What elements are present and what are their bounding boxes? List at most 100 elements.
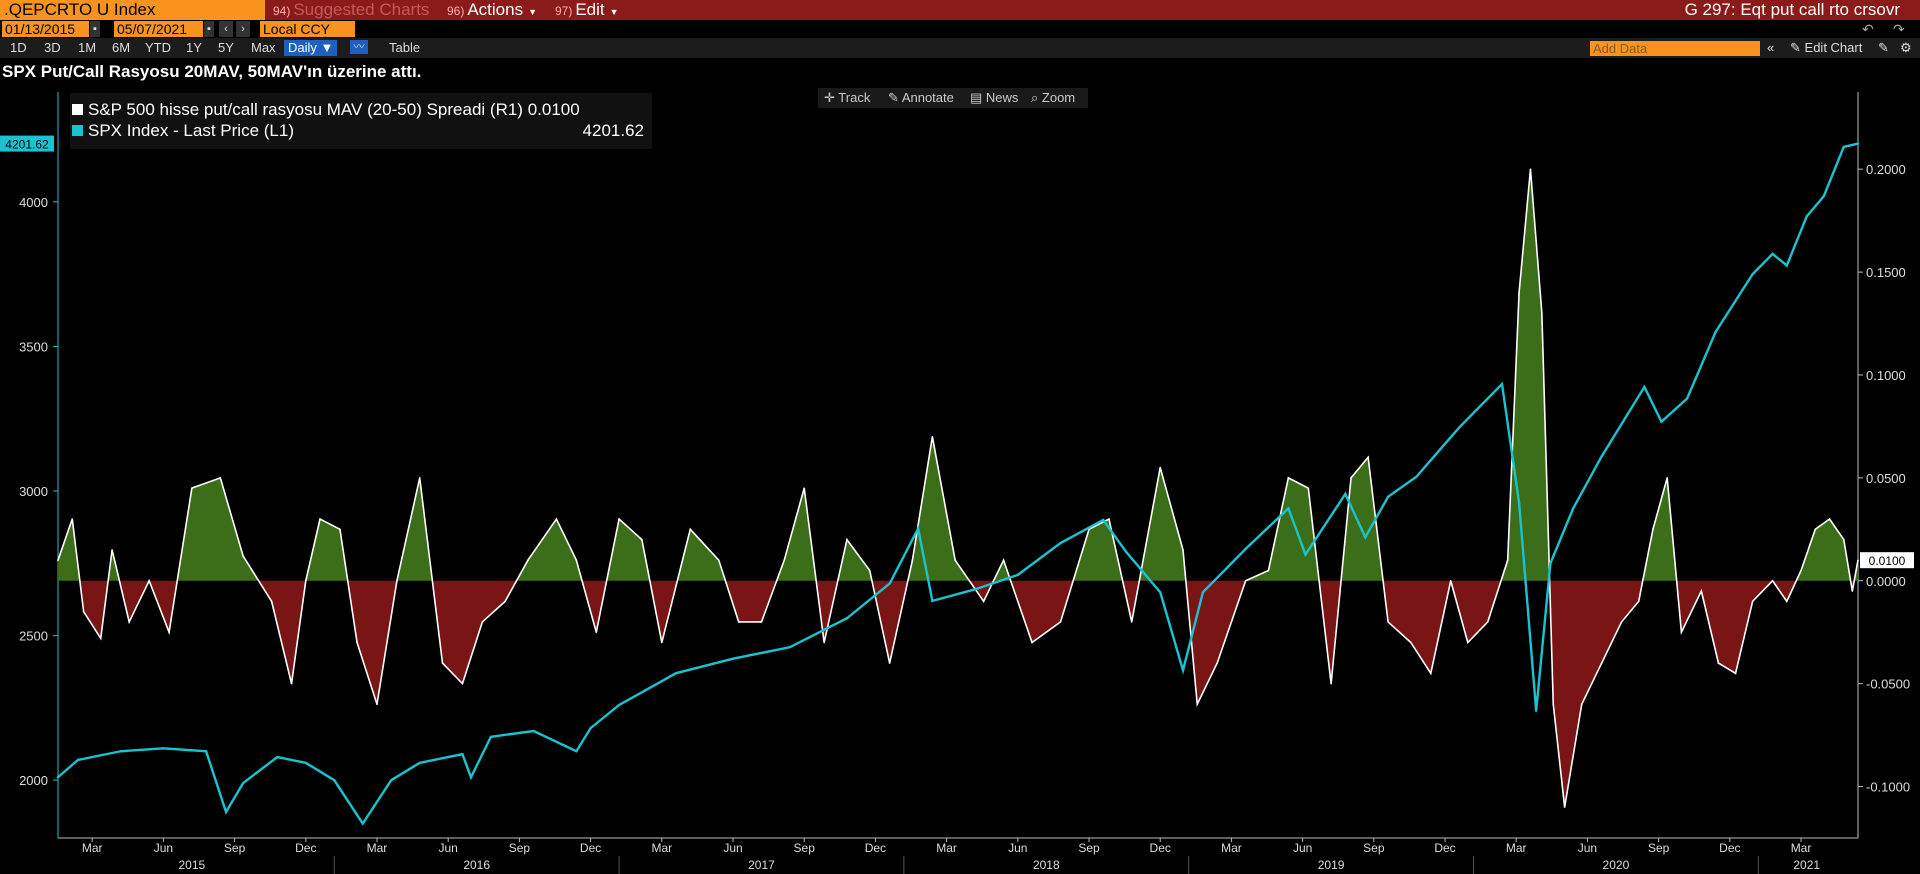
calendar-icon[interactable]: ▪ (90, 21, 100, 37)
x-month-label: Mar (651, 841, 672, 855)
spread-point (1800, 569, 1802, 572)
left-current-value: 4201.62 (5, 138, 49, 152)
start-date-field[interactable]: 01/13/2015 (2, 21, 89, 37)
range-6m-button[interactable]: 6M (112, 40, 131, 55)
spread-point (1771, 579, 1774, 582)
add-data-input[interactable]: Add Data (1590, 41, 1760, 56)
x-month-label: Mar (1221, 841, 1242, 855)
spx-point (1500, 382, 1504, 386)
right-tick-label: 0.1500 (1866, 265, 1906, 280)
left-tick-label: 3500 (19, 339, 48, 354)
chart-type-icon[interactable]: 〰 (350, 40, 368, 54)
range-5y-button[interactable]: 5Y (218, 40, 234, 55)
spread-point (660, 641, 663, 644)
left-tick-label: 4000 (19, 195, 48, 210)
spread-point (954, 559, 956, 561)
spread-point (441, 662, 444, 664)
spx-point (575, 750, 578, 753)
chevron-right-icon[interactable]: › (236, 21, 250, 37)
suggested-charts-menu[interactable]: 94) Suggested Charts (273, 0, 430, 19)
spread-point (823, 641, 825, 644)
spx-point (418, 761, 421, 765)
table-button[interactable]: Table (389, 40, 421, 55)
spread-point (319, 518, 321, 520)
spx-point (1159, 591, 1162, 594)
annotate-button[interactable]: ✎ Annotate (888, 90, 954, 105)
spread-point (191, 487, 193, 489)
range-1m-button[interactable]: 1M (78, 40, 97, 55)
zoom-button[interactable]: ⌕ Zoom (1031, 90, 1076, 105)
x-year-label: 2018 (1033, 858, 1060, 872)
spx-point (333, 778, 336, 782)
spx-point (204, 750, 208, 753)
spread-point (1287, 477, 1290, 479)
calendar-icon[interactable]: ▪ (204, 21, 214, 37)
spx-point (1415, 475, 1418, 478)
spread-point (1700, 590, 1703, 592)
currency-select[interactable]: Local CCY (260, 21, 355, 37)
spread-point (461, 682, 464, 685)
spread-point (290, 682, 293, 685)
date-range-bar: 01/13/2015 ▪ 05/07/2021 ▪ ‹ › Local CCY … (0, 20, 1920, 38)
undo-icon[interactable]: ↶ (1862, 21, 1874, 37)
left-tick-label: 3000 (19, 484, 48, 499)
x-year-label: 2017 (748, 858, 775, 872)
spread-point (575, 559, 578, 561)
legend-item-spread[interactable]: S&P 500 hisse put/call rasyosu MAV (20-5… (72, 100, 644, 120)
right-tick-label: 0.0000 (1866, 574, 1906, 589)
track-button[interactable]: ✛ Track (824, 90, 871, 105)
range-1y-button[interactable]: 1Y (186, 40, 202, 55)
actions-menu[interactable]: 96) Actions ▼ (447, 0, 538, 19)
spx-point (1643, 385, 1646, 389)
spread-point (760, 621, 763, 623)
x-month-label: Mar (1506, 841, 1527, 855)
spx-point (674, 671, 678, 675)
collapse-icon[interactable]: « (1767, 40, 1775, 55)
spread-point (1680, 631, 1683, 634)
spread-point (868, 569, 871, 572)
spx-point (76, 758, 80, 762)
x-month-label: Sep (1078, 841, 1100, 855)
spread-point (618, 518, 620, 520)
chevron-left-icon[interactable]: ‹ (219, 21, 233, 37)
spread-point (1002, 559, 1005, 561)
crosshair-icon: ✛ (824, 90, 835, 105)
range-3d-button[interactable]: 3D (44, 40, 61, 55)
right-current-tag (1860, 552, 1914, 569)
gear-icon[interactable]: ⚙ (1900, 40, 1912, 55)
redo-icon[interactable]: ↷ (1893, 21, 1905, 37)
legend-item-spx[interactable]: SPX Index - Last Price (L1) 4201.62 (72, 121, 644, 141)
spread-point (1666, 477, 1668, 479)
spx-point (1685, 397, 1689, 400)
edit-chart-button[interactable]: ✎ Edit Chart (1790, 40, 1863, 55)
spread-point (1785, 600, 1788, 603)
spread-point (1486, 621, 1489, 623)
frequency-select[interactable]: Daily ▼ (284, 40, 338, 56)
spx-point (224, 810, 228, 814)
spread-point (1449, 579, 1452, 582)
news-button[interactable]: ▤ News (970, 90, 1019, 105)
spx-point (1534, 709, 1538, 712)
spx-point (1600, 455, 1603, 458)
spread-point (270, 600, 273, 603)
right-tick-label: 0.1000 (1866, 368, 1906, 383)
end-date-field[interactable]: 05/07/2021 (114, 21, 203, 37)
spx-point (1517, 501, 1521, 504)
range-max-button[interactable]: Max (251, 40, 276, 55)
range-1d-button[interactable]: 1D (10, 40, 27, 55)
spread-point (1563, 806, 1566, 808)
spread-point (356, 641, 358, 644)
edit-icon[interactable]: ✎ (1878, 40, 1889, 55)
news-icon: ▤ (970, 90, 983, 105)
spread-point (595, 631, 598, 634)
edit-menu[interactable]: 97) Edit ▼ (555, 0, 619, 19)
range-ytd-button[interactable]: YTD (145, 40, 171, 55)
spx-point (1016, 573, 1020, 577)
security-ticker-field[interactable]: .QEPCRTO U Index (0, 0, 265, 20)
x-month-label: Sep (794, 841, 816, 855)
spx-point (461, 752, 464, 756)
spx-point (1805, 215, 1808, 218)
spread-point (803, 487, 806, 489)
spread-point (481, 621, 484, 623)
